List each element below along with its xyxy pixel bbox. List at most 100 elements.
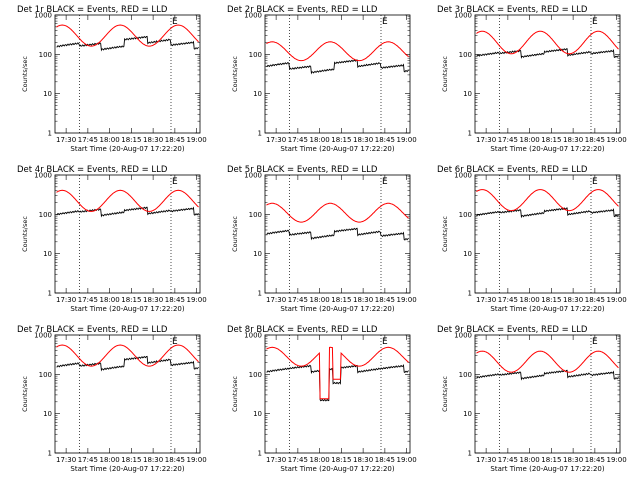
x-tick-label: 18:30 xyxy=(353,136,373,144)
lld-series-line xyxy=(56,189,199,212)
y-axis-label: Counts/sec xyxy=(21,216,29,252)
x-axis-label: Start Time (20-Aug-07 17:22:20) xyxy=(280,145,394,153)
x-tick-label: 18:45 xyxy=(165,296,185,304)
detector-panel-1: Det 1r BLACK = Events, RED = LLD 1 10 100 10… xyxy=(17,5,207,153)
lld-series-line xyxy=(476,350,619,373)
panel-title: Det 6r BLACK = Events, RED = LLD xyxy=(437,165,588,175)
y-tick-label: 100 xyxy=(459,51,472,59)
x-tick-label: 18:15 xyxy=(331,136,351,144)
events-series-line xyxy=(476,369,619,381)
event-marker: E xyxy=(592,17,598,27)
y-axis-label: Counts/sec xyxy=(441,56,449,92)
plot-frame xyxy=(264,174,411,294)
panel-title: Det 5r BLACK = Events, RED = LLD xyxy=(227,165,378,175)
x-axis-label: Start Time (20-Aug-07 17:22:20) xyxy=(490,465,604,473)
y-tick-label: 10 xyxy=(463,90,472,98)
lld-series-line xyxy=(476,189,619,212)
x-axis-label: Start Time (20-Aug-07 17:22:20) xyxy=(70,145,184,153)
y-tick-label: 1 xyxy=(48,290,52,298)
x-tick-label: 18:30 xyxy=(563,296,583,304)
event-marker: E xyxy=(592,177,598,187)
y-axis-label: Counts/sec xyxy=(231,216,239,252)
x-tick-label: 19:00 xyxy=(397,296,417,304)
y-tick-label: 1 xyxy=(258,290,262,298)
y-tick-label: 1000 xyxy=(244,12,262,20)
x-tick-label: 18:15 xyxy=(331,296,351,304)
x-tick-label: 18:15 xyxy=(541,296,561,304)
events-series-line xyxy=(56,355,199,372)
x-tick-label: 19:00 xyxy=(397,456,417,464)
x-tick-label: 18:45 xyxy=(585,456,605,464)
y-tick-label: 10 xyxy=(253,90,262,98)
events-series-line xyxy=(56,206,199,218)
detector-panel-5: Det 5r BLACK = Events, RED = LLD 1 10 100 10… xyxy=(227,165,417,313)
detector-panel-4: Det 4r BLACK = Events, RED = LLD 1 10 100 10… xyxy=(17,165,207,313)
y-axis-label: Counts/sec xyxy=(441,376,449,412)
y-tick-label: 1 xyxy=(468,290,472,298)
x-tick-label: 19:00 xyxy=(187,296,207,304)
x-axis-label: Start Time (20-Aug-07 17:22:20) xyxy=(490,305,604,313)
y-tick-label: 100 xyxy=(39,211,52,219)
y-tick-label: 1 xyxy=(468,130,472,138)
x-tick-label: 17:45 xyxy=(288,456,308,464)
panel-title: Det 7r BLACK = Events, RED = LLD xyxy=(17,325,168,335)
plot-frame xyxy=(264,334,411,454)
lld-series-line xyxy=(56,24,199,47)
y-tick-label: 10 xyxy=(253,250,262,258)
y-tick-label: 100 xyxy=(39,371,52,379)
y-tick-label: 10 xyxy=(43,90,52,98)
x-tick-label: 19:00 xyxy=(607,456,627,464)
y-axis-label: Counts/sec xyxy=(21,56,29,92)
x-axis-label: Start Time (20-Aug-07 17:22:20) xyxy=(280,305,394,313)
x-tick-label: 19:00 xyxy=(187,456,207,464)
y-tick-label: 1 xyxy=(258,450,262,458)
x-tick-label: 17:30 xyxy=(476,136,496,144)
event-marker: E xyxy=(592,337,598,347)
x-tick-label: 18:00 xyxy=(520,136,540,144)
x-tick-label: 19:00 xyxy=(397,136,417,144)
y-axis-label: Counts/sec xyxy=(231,56,239,92)
detector-panel-8: Det 8r BLACK = Events, RED = LLD 1 10 100 10… xyxy=(227,325,417,473)
y-tick-label: 1000 xyxy=(34,172,52,180)
plot-frame xyxy=(474,174,621,294)
x-axis-label: Start Time (20-Aug-07 17:22:20) xyxy=(490,145,604,153)
events-series-line xyxy=(56,35,199,52)
event-marker: E xyxy=(382,337,388,347)
plot-frame xyxy=(474,334,621,454)
x-tick-label: 18:45 xyxy=(585,136,605,144)
y-tick-label: 10 xyxy=(253,410,262,418)
x-tick-label: 17:45 xyxy=(78,136,98,144)
y-tick-label: 1 xyxy=(468,450,472,458)
x-tick-label: 18:30 xyxy=(353,296,373,304)
x-tick-label: 18:15 xyxy=(331,456,351,464)
lld-series-line xyxy=(266,41,409,62)
x-tick-label: 17:30 xyxy=(476,456,496,464)
x-tick-label: 18:30 xyxy=(353,456,373,464)
x-tick-label: 17:30 xyxy=(56,456,76,464)
detector-panel-2: Det 2r BLACK = Events, RED = LLD 1 10 100 10… xyxy=(227,5,417,153)
plot-frame xyxy=(54,174,201,294)
x-tick-label: 17:45 xyxy=(78,456,98,464)
event-marker: E xyxy=(382,17,388,27)
x-tick-label: 18:15 xyxy=(121,296,141,304)
event-marker: E xyxy=(172,177,178,187)
y-tick-label: 1000 xyxy=(244,172,262,180)
x-axis-label: Start Time (20-Aug-07 17:22:20) xyxy=(280,465,394,473)
y-tick-label: 10 xyxy=(463,410,472,418)
event-marker: E xyxy=(172,337,178,347)
events-series-line xyxy=(266,59,409,75)
x-tick-label: 17:45 xyxy=(498,296,518,304)
y-tick-label: 100 xyxy=(39,51,52,59)
x-tick-label: 18:00 xyxy=(100,136,120,144)
panel-title: Det 9r BLACK = Events, RED = LLD xyxy=(437,325,588,335)
x-tick-label: 18:45 xyxy=(585,296,605,304)
events-series-line xyxy=(266,363,409,402)
x-tick-label: 18:00 xyxy=(310,136,330,144)
x-tick-label: 18:00 xyxy=(310,456,330,464)
x-tick-label: 17:45 xyxy=(288,136,308,144)
panel-title: Det 4r BLACK = Events, RED = LLD xyxy=(17,165,168,175)
x-tick-label: 18:45 xyxy=(165,456,185,464)
y-tick-label: 100 xyxy=(249,51,262,59)
panel-title: Det 3r BLACK = Events, RED = LLD xyxy=(437,5,588,15)
y-tick-label: 100 xyxy=(249,371,262,379)
